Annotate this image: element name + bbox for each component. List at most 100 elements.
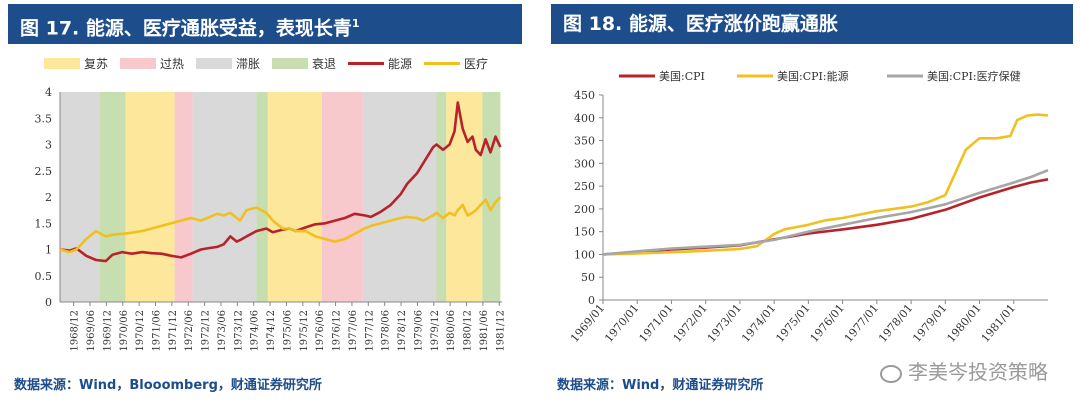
x-tick-label: 1970/01	[602, 302, 641, 345]
legend-swatch	[272, 58, 308, 69]
legend-label: 过热	[160, 57, 184, 71]
series-line	[59, 101, 502, 263]
x-tick-label: 1971/06	[151, 310, 162, 352]
y-tick-label: 450	[574, 89, 595, 102]
y-tick-label: 2	[45, 191, 52, 204]
series-line	[59, 196, 502, 254]
y-tick-label: 4	[45, 86, 52, 99]
y-tick-label: 1.5	[35, 217, 53, 230]
x-tick-label: 1969/01	[568, 302, 607, 345]
x-tick-label: 1976/06	[315, 310, 326, 352]
y-tick-label: 100	[574, 248, 595, 261]
y-tick-label: 3.5	[35, 112, 53, 125]
legend-swatch	[44, 58, 80, 69]
x-tick-label: 1969/12	[102, 310, 113, 352]
y-tick-label: 350	[574, 135, 595, 148]
x-tick-label: 1971/01	[636, 302, 675, 345]
phase-band	[436, 92, 447, 302]
legend-swatch	[120, 58, 156, 69]
phase-band	[321, 92, 363, 302]
x-tick-label: 1979/12	[430, 310, 441, 352]
x-tick-label: 1979/06	[413, 310, 424, 352]
x-tick-label: 1973/01	[705, 302, 744, 345]
y-tick-label: 2.5	[35, 165, 53, 178]
x-tick-label: 1974/01	[739, 302, 778, 345]
chart-left: 复苏 过热 滞胀 衰退 能源 医疗 0 0.5 1 1.5 2 2.5 3 3.5 4 1968/12 1969…	[35, 56, 507, 352]
x-tick-label: 1978/12	[397, 310, 408, 352]
watermark: 李美岑投资策略	[880, 356, 1048, 385]
phase-band	[267, 92, 322, 302]
phase-band	[125, 92, 175, 302]
x-tick-label: 1971/12	[168, 310, 179, 352]
wechat-icon	[880, 364, 902, 383]
chart-right: 美国:CPI 美国:CPI:能源 美国:CPI:医疗保健 0 50 100 150 200 25…	[568, 69, 1049, 345]
y-tick-label: 200	[574, 203, 595, 216]
x-tick-label: 1973/12	[233, 310, 244, 352]
x-tick-label: 1970/06	[119, 310, 130, 352]
x-tick-label: 1975/01	[773, 302, 812, 345]
x-tick-label: 1979/01	[910, 302, 949, 345]
y-tick-label: 400	[574, 112, 595, 125]
x-tick-label: 1969/06	[86, 310, 97, 352]
x-tick-label: 1972/06	[184, 310, 195, 352]
legend-label: 美国:CPI:能源	[777, 69, 849, 83]
x-tick-label: 1972/01	[671, 302, 710, 345]
y-tick-label: 3	[45, 139, 52, 152]
y-tick-label: 0.5	[35, 270, 53, 283]
x-tick-label: 1980/01	[945, 302, 984, 345]
chart-panel-left: 图 17. 能源、医疗通胀受益，表现长青1 复苏 过热 滞胀 衰退 能源 医疗 0 0.5 1 1…	[0, 0, 530, 412]
legend-label: 复苏	[84, 57, 108, 71]
watermark-text: 李美岑投资策略	[908, 360, 1048, 384]
phase-band	[482, 92, 501, 302]
y-tick-label: 50	[581, 271, 595, 284]
x-tick-label: 1974/12	[266, 310, 277, 352]
chart-panel-right: 图 18. 能源、医疗涨价跑赢通胀 美国:CPI 美国:CPI:能源 美国:CPI:…	[543, 0, 1080, 412]
series-line	[602, 168, 1049, 256]
phase-band	[174, 92, 193, 302]
x-tick-label: 1968/12	[70, 310, 81, 352]
legend-label: 医疗	[464, 57, 488, 71]
x-tick-label: 1981/01	[979, 302, 1018, 345]
x-tick-label: 1970/12	[135, 310, 146, 352]
legend-label: 滞胀	[236, 57, 260, 71]
chart-title-footnote: 1	[351, 17, 360, 30]
x-tick-label: 1978/01	[876, 302, 915, 345]
phase-band	[60, 92, 100, 302]
legend-label: 美国:CPI:医疗保健	[927, 69, 1021, 83]
data-source: 数据来源：Wind，Blooomberg，财通证券研究所	[14, 378, 322, 393]
phase-band	[446, 92, 483, 302]
phase-band	[256, 92, 268, 302]
legend-label: 衰退	[312, 56, 336, 71]
chart-title-bar: 图 18. 能源、医疗涨价跑赢通胀	[551, 4, 1073, 44]
x-tick-label: 1976/12	[332, 310, 343, 352]
y-tick-label: 1	[45, 244, 52, 257]
legend-label: 美国:CPI	[659, 70, 705, 83]
x-tick-label: 1980/12	[463, 310, 474, 352]
x-tick-label: 1975/06	[282, 310, 293, 352]
y-tick-label: 250	[574, 180, 595, 193]
data-source: 数据来源：Wind，财通证券研究所	[557, 378, 764, 393]
series-line	[602, 113, 1049, 256]
x-tick-label: 1973/06	[217, 310, 228, 352]
x-tick-label: 1977/01	[842, 302, 881, 345]
x-tick-label: 1972/12	[201, 310, 212, 352]
x-tick-label: 1976/01	[808, 302, 847, 345]
x-tick-label: 1981/12	[495, 310, 506, 352]
x-tick-label: 1974/06	[250, 310, 261, 352]
y-tick-label: 300	[574, 157, 595, 170]
phase-band	[192, 92, 257, 302]
phase-band	[99, 92, 126, 302]
series-line	[602, 178, 1049, 256]
y-tick-label: 150	[574, 226, 595, 239]
y-tick-label: 0	[45, 296, 52, 309]
chart-title-bar: 图 17. 能源、医疗通胀受益，表现长青1	[8, 4, 522, 44]
x-tick-label: 1975/12	[299, 310, 310, 352]
legend-label: 能源	[388, 57, 412, 71]
chart-title: 图 17. 能源、医疗通胀受益，表现长青	[20, 17, 352, 40]
x-tick-label: 1980/06	[446, 310, 457, 352]
x-tick-label: 1978/06	[381, 310, 392, 352]
x-tick-label: 1981/06	[479, 310, 490, 352]
chart-title: 图 18. 能源、医疗涨价跑赢通胀	[563, 13, 838, 35]
y-tick-label: 0	[588, 294, 595, 307]
x-tick-label: 1977/12	[364, 310, 375, 352]
